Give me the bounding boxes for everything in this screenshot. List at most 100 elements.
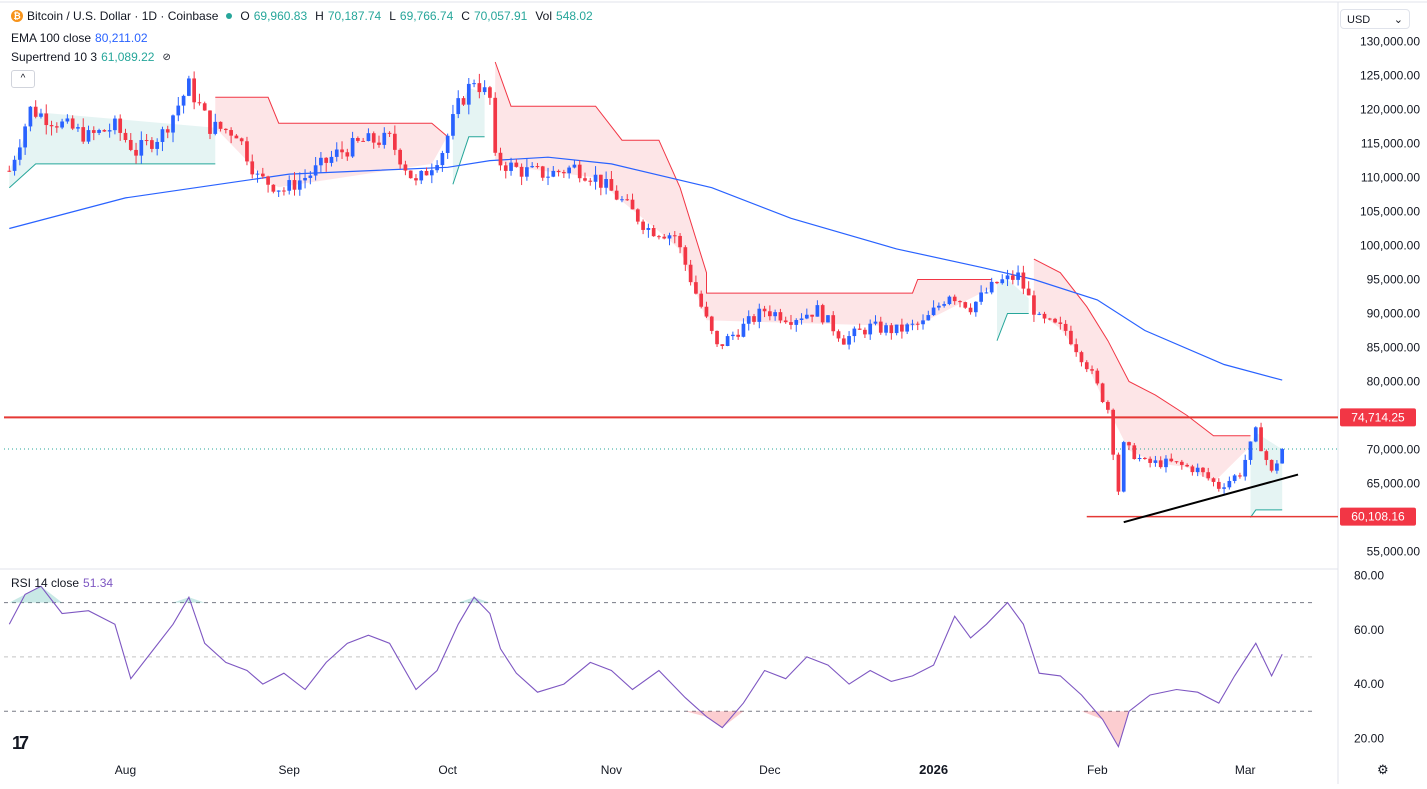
candle-body[interactable] [1053, 318, 1057, 323]
candle-body[interactable] [699, 293, 704, 307]
candle-body[interactable] [176, 105, 181, 116]
candle-body[interactable] [709, 316, 714, 331]
ema-legend[interactable]: EMA 100 close 80,211.02 [11, 31, 148, 45]
candle-body[interactable] [340, 149, 344, 153]
candle-body[interactable] [857, 328, 862, 330]
candle-body[interactable] [657, 236, 661, 238]
candle-body[interactable] [1153, 460, 1158, 463]
candle-body[interactable] [1201, 467, 1205, 473]
candle-body[interactable] [1158, 460, 1163, 468]
candle-body[interactable] [762, 308, 767, 312]
candle-body[interactable] [276, 190, 281, 192]
candle-body[interactable] [884, 325, 888, 333]
candle-body[interactable] [39, 113, 43, 117]
candle-body[interactable] [1100, 383, 1105, 402]
candle-body[interactable] [266, 176, 270, 185]
candle-body[interactable] [530, 166, 535, 168]
candle-body[interactable] [107, 130, 112, 132]
candle-body[interactable] [609, 179, 614, 191]
candle-body[interactable] [646, 228, 651, 230]
candle-body[interactable] [1169, 458, 1174, 462]
candle-body[interactable] [694, 282, 698, 294]
candle-body[interactable] [984, 292, 989, 294]
candle-body[interactable] [493, 97, 498, 153]
candle-body[interactable] [651, 228, 656, 237]
candle-body[interactable] [160, 129, 165, 142]
candle-body[interactable] [1079, 352, 1084, 363]
candle-body[interactable] [757, 308, 762, 322]
candle-body[interactable] [667, 235, 672, 239]
candle-body[interactable] [773, 312, 777, 317]
candle-body[interactable] [514, 162, 519, 167]
candle-body[interactable] [377, 142, 381, 145]
candle-body[interactable] [361, 140, 366, 142]
candle-body[interactable] [76, 127, 80, 129]
candle-body[interactable] [503, 165, 508, 171]
candle-body[interactable] [324, 157, 329, 163]
candle-body[interactable] [134, 149, 138, 156]
candle-body[interactable] [1132, 445, 1137, 460]
candle-body[interactable] [150, 140, 154, 149]
candle-body[interactable] [989, 281, 994, 293]
candle-body[interactable] [429, 170, 434, 176]
candle-body[interactable] [937, 305, 941, 308]
candle-body[interactable] [403, 164, 408, 171]
candle-body[interactable] [783, 320, 788, 323]
candle-body[interactable] [86, 130, 91, 142]
candle-body[interactable] [546, 176, 550, 178]
candle-body[interactable] [725, 336, 730, 347]
candle-body[interactable] [931, 307, 936, 316]
candle-body[interactable] [165, 129, 170, 133]
candle-body[interactable] [7, 170, 12, 172]
candle-body[interactable] [334, 149, 339, 157]
candle-body[interactable] [33, 106, 38, 117]
candle-body[interactable] [1042, 313, 1047, 319]
candle-body[interactable] [863, 329, 867, 335]
candle-body[interactable] [387, 132, 392, 134]
candle-body[interactable] [588, 180, 593, 182]
candle-body[interactable] [229, 130, 233, 136]
candle-body[interactable] [947, 296, 952, 305]
candle-body[interactable] [635, 209, 640, 222]
candle-body[interactable] [208, 110, 212, 134]
candle-body[interactable] [102, 130, 107, 132]
candle-body[interactable] [97, 130, 101, 133]
candle-body[interactable] [1127, 442, 1131, 446]
candle-body[interactable] [958, 301, 962, 303]
candle-body[interactable] [398, 149, 402, 165]
candle-body[interactable] [223, 128, 228, 131]
candle-body[interactable] [1084, 362, 1089, 370]
candle-body[interactable] [308, 175, 313, 178]
candle-body[interactable] [1026, 288, 1031, 296]
candle-body[interactable] [540, 166, 545, 178]
candle-body[interactable] [91, 130, 96, 133]
candle-body[interactable] [915, 323, 920, 325]
candle-body[interactable] [234, 135, 239, 139]
candle-body[interactable] [1238, 475, 1242, 477]
candle-body[interactable] [371, 133, 376, 143]
candle-body[interactable] [440, 152, 445, 166]
candle-body[interactable] [942, 304, 946, 306]
candle-body[interactable] [408, 170, 413, 179]
candle-body[interactable] [303, 177, 307, 181]
candle-body[interactable] [620, 199, 624, 201]
candle-body[interactable] [23, 126, 27, 148]
candle-body[interactable] [715, 330, 719, 345]
candle-body[interactable] [810, 314, 814, 317]
candle-body[interactable] [44, 113, 49, 126]
collapse-legend-button[interactable]: ^ [11, 70, 35, 88]
candle-body[interactable] [567, 167, 571, 174]
candle-body[interactable] [461, 98, 466, 105]
candle-body[interactable] [488, 87, 492, 98]
candle-body[interactable] [995, 281, 999, 284]
candle-body[interactable] [65, 118, 70, 122]
candle-body[interactable] [435, 165, 439, 171]
candle-body[interactable] [1032, 295, 1036, 315]
candle-body[interactable] [1095, 370, 1100, 384]
candle-body[interactable] [900, 324, 904, 332]
candle-body[interactable] [1253, 427, 1258, 442]
candle-body[interactable] [128, 139, 133, 150]
rsi-legend[interactable]: RSI 14 close 51.34 [11, 576, 113, 590]
candle-body[interactable] [963, 302, 968, 308]
